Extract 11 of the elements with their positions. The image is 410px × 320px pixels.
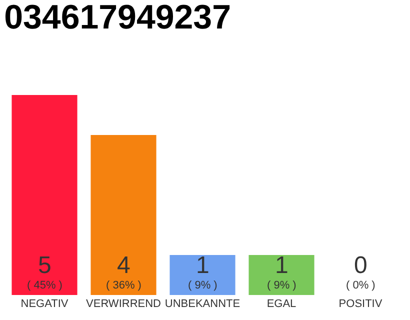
chart-title: 034617949237 (4, 0, 232, 37)
data-label: 1 ( 9% ) (267, 252, 296, 292)
x-tick-label: EGAL (266, 298, 296, 310)
data-label: 1 ( 9% ) (188, 252, 218, 292)
data-label: 5 ( 45% ) (27, 252, 62, 292)
data-label: 0 ( 0% ) (346, 252, 376, 292)
x-tick-label: NEGATIV (20, 298, 69, 310)
x-tick-label: VERWIRREND (86, 298, 162, 310)
x-tick-label: UNBEKANNTE (164, 298, 240, 310)
x-tick-label: POSITIV (338, 298, 383, 310)
data-label: 4 ( 36% ) (106, 252, 142, 292)
